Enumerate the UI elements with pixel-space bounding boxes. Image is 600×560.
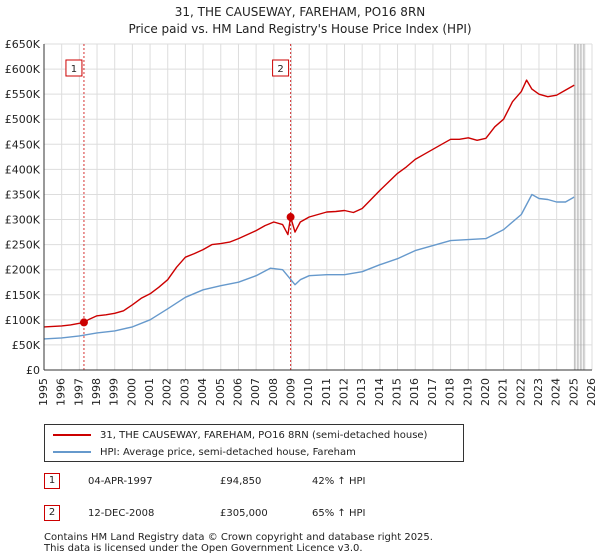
- x-tick-label: 2004: [196, 378, 209, 406]
- sale-marker-number: 2: [277, 64, 283, 75]
- x-tick-label: 2024: [550, 378, 563, 406]
- chart-title-line2: Price paid vs. HM Land Registry's House …: [128, 22, 472, 36]
- sale-point: [79, 318, 88, 327]
- sale-hpi-change: 42% ↑ HPI: [312, 476, 366, 487]
- sale-badge: 1: [44, 473, 60, 489]
- x-tick-label: 2011: [320, 378, 333, 406]
- y-tick-label: £100K: [5, 314, 41, 327]
- x-tick-label: 2019: [461, 378, 474, 406]
- x-tick-label: 2007: [249, 378, 262, 406]
- x-tick-label: 2009: [284, 378, 297, 406]
- x-tick-label: 2026: [585, 378, 598, 406]
- sale-marker-box: [272, 59, 290, 77]
- x-tick-label: 1999: [108, 378, 121, 406]
- chart-axes: [43, 44, 592, 371]
- hpi-line: [43, 193, 575, 340]
- y-tick-label: £450K: [5, 138, 41, 151]
- legend-swatch-property: [53, 434, 91, 436]
- chart-title-line1: 31, THE CAUSEWAY, FAREHAM, PO16 8RN: [174, 5, 426, 19]
- y-tick-label: £650K: [5, 38, 41, 51]
- x-tick-label: 2018: [444, 378, 457, 406]
- footer-line2: This data is licensed under the Open Gov…: [44, 543, 363, 554]
- y-tick-label: £600K: [5, 63, 41, 76]
- x-tick-label: 2013: [355, 378, 368, 406]
- legend-label-property: 31, THE CAUSEWAY, FAREHAM, PO16 8RN (sem…: [100, 429, 428, 441]
- plot-area: [44, 44, 592, 370]
- x-tick-label: 2023: [532, 378, 545, 406]
- legend-label-hpi: HPI: Average price, semi-detached house,…: [100, 446, 356, 458]
- legend-item-hpi: HPI: Average price, semi-detached house,…: [53, 444, 356, 460]
- y-tick-label: £50K: [12, 339, 41, 352]
- chart-legend: 31, THE CAUSEWAY, FAREHAM, PO16 8RN (sem…: [44, 424, 464, 462]
- x-tick-label: 2003: [178, 378, 191, 406]
- y-tick-label: £200K: [5, 264, 41, 277]
- x-tick-label: 2021: [497, 378, 510, 406]
- x-tick-label: 2008: [267, 378, 280, 406]
- sale-hpi-change: 65% ↑ HPI: [312, 508, 366, 519]
- x-tick-label: 1995: [37, 378, 50, 406]
- x-tick-label: 2025: [567, 378, 580, 406]
- sale-price: £94,850: [220, 476, 262, 487]
- y-tick-label: £500K: [5, 113, 41, 126]
- sale-price: £305,000: [220, 508, 268, 519]
- x-tick-label: 2012: [338, 378, 351, 406]
- y-tick-label: £150K: [5, 289, 41, 302]
- sale-row: 2 12-DEC-2008 £305,000 65% ↑ HPI: [0, 502, 600, 524]
- x-tick-label: 2014: [373, 378, 386, 406]
- x-tick-label: 2017: [426, 378, 439, 406]
- x-tick-label: 2000: [125, 378, 138, 406]
- y-tick-label: £0: [26, 364, 40, 377]
- y-tick-label: £300K: [5, 214, 41, 227]
- x-tick-label: 1996: [55, 378, 68, 406]
- x-tick-label: 2005: [214, 378, 227, 406]
- footer-attribution: Contains HM Land Registry data © Crown c…: [44, 532, 433, 554]
- x-tick-label: 1998: [90, 378, 103, 406]
- x-tick-label: 1997: [72, 378, 85, 406]
- x-tick-label: 2015: [391, 378, 404, 406]
- x-tick-label: 2006: [231, 378, 244, 406]
- y-tick-label: £350K: [5, 188, 41, 201]
- x-tick-label: 2010: [302, 378, 315, 406]
- chart-tick-labels: £0 £50K £100K £150K £200K £250K £300K £350K £400…: [5, 38, 598, 406]
- chart-grid: [43, 43, 593, 371]
- legend-item-property: 31, THE CAUSEWAY, FAREHAM, PO16 8RN (sem…: [53, 427, 427, 443]
- sale-date: 04-APR-1997: [88, 476, 153, 487]
- y-tick-label: £400K: [5, 163, 41, 176]
- x-tick-label: 2002: [161, 378, 174, 406]
- legend-swatch-hpi: [53, 451, 91, 453]
- x-tick-label: 2022: [514, 378, 527, 406]
- sale-point: [286, 213, 295, 222]
- x-tick-label: 2016: [408, 378, 421, 406]
- plot-background: [44, 44, 592, 370]
- x-tick-label: 2001: [143, 378, 156, 406]
- property-price-line: [43, 79, 575, 328]
- chart-series: [43, 79, 575, 340]
- sale-marker-box: [65, 59, 83, 77]
- footer-line1: Contains HM Land Registry data © Crown c…: [44, 532, 433, 543]
- sale-row: 1 04-APR-1997 £94,850 42% ↑ HPI: [0, 470, 600, 492]
- sale-badge: 2: [44, 505, 60, 521]
- chart-title: 31, THE CAUSEWAY, FAREHAM, PO16 8RN Pric…: [0, 4, 600, 38]
- sale-date: 12-DEC-2008: [88, 508, 155, 519]
- y-tick-label: £250K: [5, 239, 41, 252]
- y-tick-label: £550K: [5, 88, 41, 101]
- x-tick-label: 2020: [479, 378, 492, 406]
- sale-marker-number: 1: [71, 64, 77, 75]
- projection-hatch-region: [574, 44, 586, 370]
